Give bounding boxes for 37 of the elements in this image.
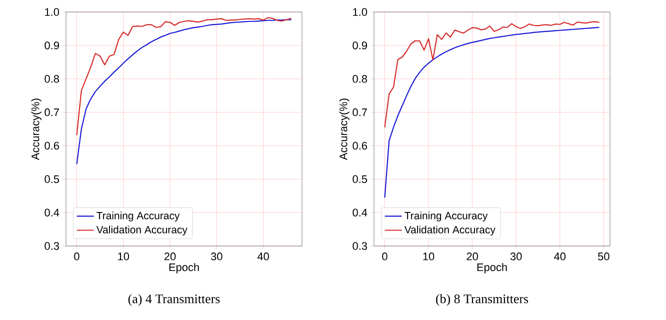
legend-label: Validation Accuracy [96, 226, 188, 236]
y-tick-label: 0.6 [352, 142, 368, 150]
x-tick-label: 0 [74, 252, 80, 260]
y-tick-label: 0.6 [44, 142, 59, 150]
x-axis-title: Epoch [477, 263, 507, 274]
y-tick-label: 0.3 [352, 242, 368, 250]
y-tick-label: 1.0 [353, 8, 368, 16]
y-tick-label: 0.4 [352, 208, 368, 216]
legend-label: Validation Accuracy [404, 226, 496, 236]
x-tick-label: 20 [466, 252, 478, 260]
y-tick-label: 0.8 [352, 74, 368, 83]
x-axis-title: Epoch [169, 263, 199, 274]
y-axis-title: Accuracy(%) [339, 98, 350, 160]
legend-label: Training Accuracy [96, 212, 180, 222]
x-tick-label: 0 [382, 252, 388, 260]
x-tick-label: 10 [423, 252, 434, 260]
legend-label: Training Accuracy [404, 212, 488, 222]
text: (b) 8 Transmitters [436, 294, 528, 306]
y-axis-title: Accuracy(%) [31, 98, 42, 160]
y-tick-label: 0.5 [44, 175, 60, 184]
y-tick-label: 0.3 [44, 242, 59, 250]
x-tick-label: 50 [598, 252, 610, 260]
y-tick-label: 0.8 [44, 74, 59, 83]
y-tick-label: 0.7 [352, 108, 367, 116]
x-tick-label: 30 [510, 252, 522, 260]
y-tick-label: 0.5 [352, 175, 368, 184]
x-tick-label: 40 [554, 252, 566, 260]
y-tick-label: 0.9 [44, 42, 59, 50]
x-tick-label: 40 [257, 252, 269, 260]
y-tick-label: 0.4 [44, 208, 60, 216]
x-tick-label: 10 [118, 252, 130, 260]
text: (a) 4 Transmitters [128, 294, 220, 306]
x-tick-label: 20 [164, 252, 176, 260]
x-tick-label: 30 [210, 252, 222, 260]
y-tick-label: 0.7 [44, 108, 59, 116]
y-tick-label: 0.9 [352, 42, 367, 50]
y-tick-label: 1.0 [45, 8, 60, 16]
